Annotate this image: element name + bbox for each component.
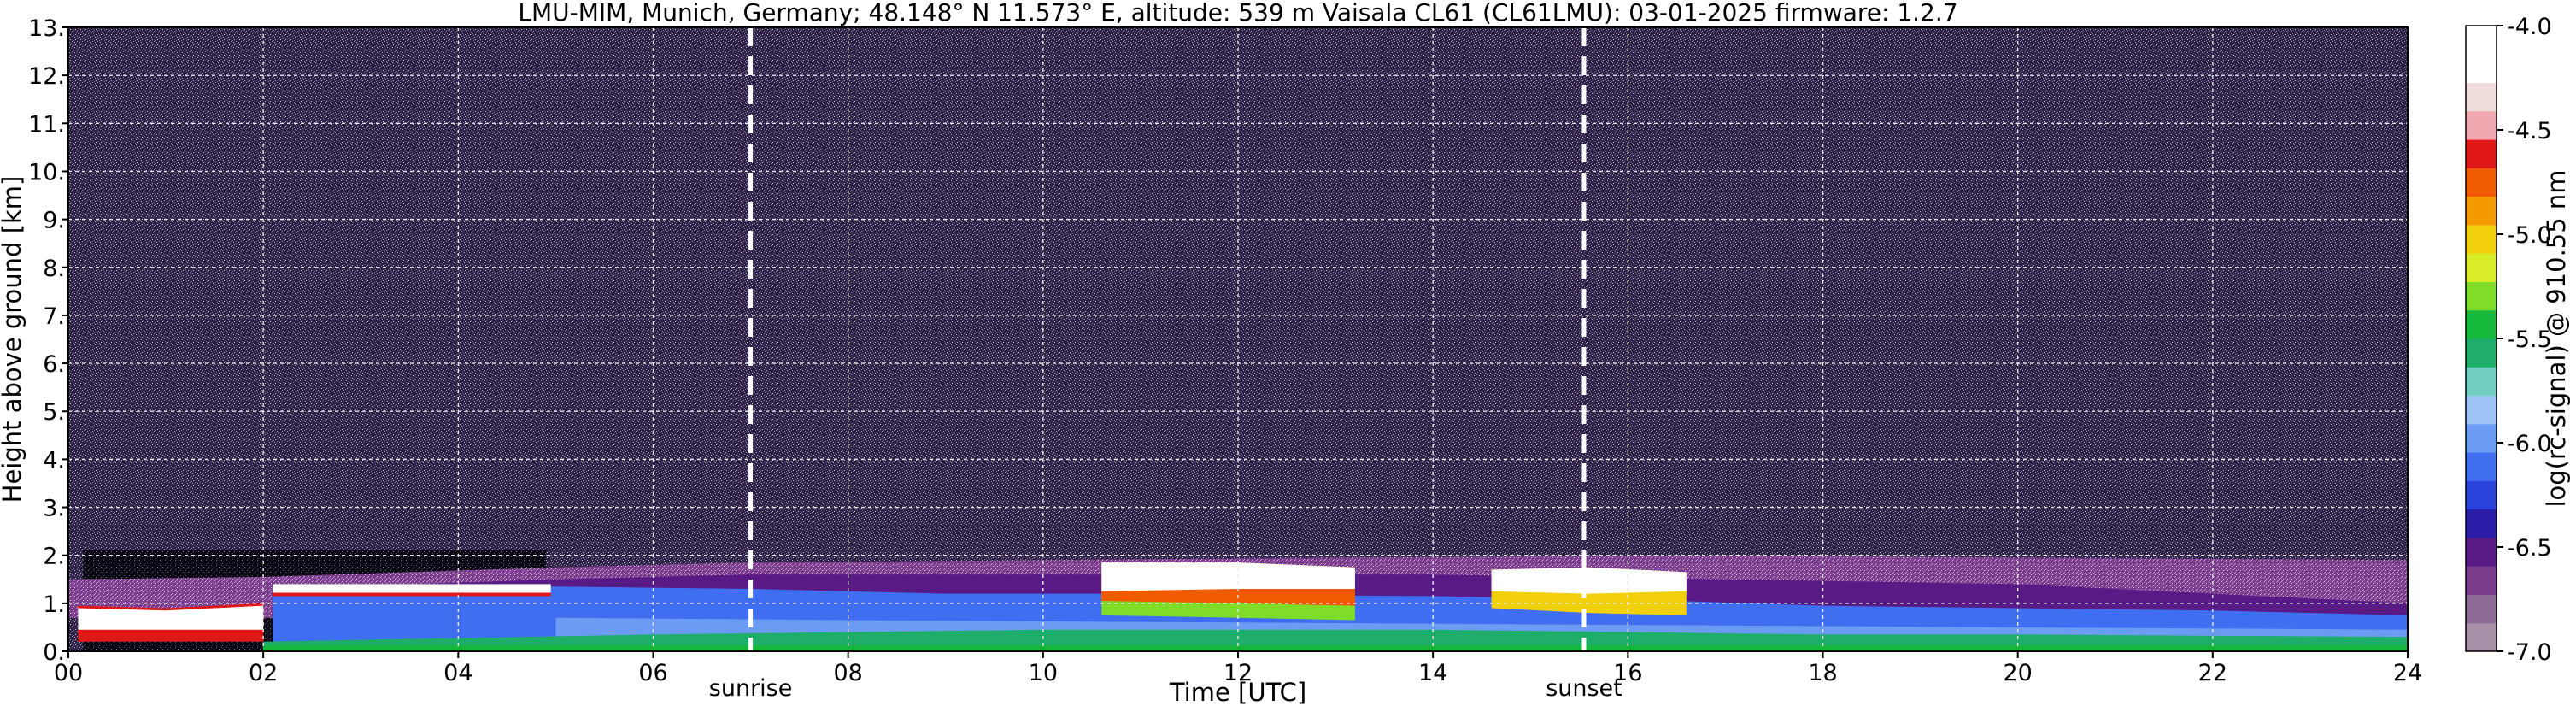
heatmap-area bbox=[68, 27, 2409, 651]
colorbar-swatch bbox=[2466, 537, 2497, 567]
colorbar-tick-label: -4.5 bbox=[2507, 118, 2552, 144]
y-tick-label: 5. bbox=[43, 399, 65, 426]
midday-cloud bbox=[1101, 562, 1355, 591]
x-tick-label: 00 bbox=[54, 660, 83, 686]
cloud-top-morning bbox=[273, 584, 551, 593]
y-axis-label: Height above ground [km] bbox=[0, 176, 26, 503]
colorbar-swatch bbox=[2466, 196, 2497, 226]
afternoon-cloud bbox=[1491, 567, 1687, 594]
colorbar-swatch bbox=[2466, 82, 2497, 112]
x-tick-label: 20 bbox=[2003, 660, 2032, 686]
x-axis-label: Time [UTC] bbox=[1169, 678, 1306, 706]
plot-title: LMU-MIM, Munich, Germany; 48.148° N 11.5… bbox=[518, 0, 1957, 26]
x-tick-label: 12 bbox=[1223, 660, 1253, 686]
x-tick-label: 06 bbox=[638, 660, 667, 686]
y-tick-label: 4. bbox=[43, 447, 65, 474]
colorbar-tick-label: -6.5 bbox=[2507, 535, 2552, 562]
colorbar-swatch bbox=[2466, 338, 2497, 368]
colorbar-swatch bbox=[2466, 594, 2497, 624]
colorbar: -7.0 -6.5 -6.0 -5.5 -5.0 -4.5 -4.0 bbox=[2465, 14, 2552, 666]
x-tick-label: 24 bbox=[2393, 660, 2422, 686]
colorbar-swatch bbox=[2466, 452, 2497, 481]
y-tick-label: 9. bbox=[43, 208, 65, 234]
y-axis-ticks: 0. 1. 2. 3. 4. 5. 6. 7. 8. 9. 10. 11. 12. 13. bbox=[28, 15, 68, 666]
x-tick-label: 02 bbox=[249, 660, 278, 686]
annotation-label-sunrise: sunrise bbox=[709, 675, 793, 702]
y-tick-label: 3. bbox=[43, 496, 65, 522]
colorbar-swatch bbox=[2466, 110, 2497, 140]
colorbar-swatch bbox=[2466, 224, 2497, 254]
x-tick-label: 18 bbox=[1808, 660, 1837, 686]
colorbar-swatch bbox=[2466, 168, 2497, 197]
colorbar-swatch bbox=[2466, 281, 2497, 311]
colorbar-swatch bbox=[2466, 309, 2497, 339]
x-tick-label: 14 bbox=[1418, 660, 1447, 686]
annotations: sunrise sunset bbox=[709, 27, 1622, 702]
colorbar-swatch bbox=[2466, 367, 2497, 397]
colorbar-label: log(rc-signal) @ 910.55 nm bbox=[2542, 169, 2571, 507]
y-tick-label: 7. bbox=[43, 303, 65, 330]
colorbar-tick-label: -7.0 bbox=[2507, 639, 2552, 666]
y-tick-label: 0. bbox=[43, 639, 65, 666]
early-cloud bbox=[78, 605, 264, 630]
x-tick-label: 08 bbox=[833, 660, 862, 686]
colorbar-swatch bbox=[2466, 54, 2497, 84]
y-tick-label: 13. bbox=[28, 15, 65, 42]
y-tick-label: 1. bbox=[43, 591, 65, 618]
x-tick-label: 10 bbox=[1029, 660, 1058, 686]
colorbar-swatch bbox=[2466, 26, 2497, 55]
colorbar-tick-label: -4.0 bbox=[2507, 14, 2552, 40]
colorbar-swatch bbox=[2466, 622, 2497, 652]
colorbar-tick-label: -5.5 bbox=[2507, 327, 2552, 353]
colorbar-swatch bbox=[2466, 395, 2497, 425]
colorbar-tick-label: -6.0 bbox=[2507, 431, 2552, 457]
colorbar-swatch bbox=[2466, 566, 2497, 595]
y-tick-label: 6. bbox=[43, 351, 65, 378]
y-tick-label: 8. bbox=[43, 256, 65, 282]
surface-layer-bottom bbox=[263, 645, 2408, 651]
x-tick-label: 22 bbox=[2198, 660, 2227, 686]
colorbar-swatch bbox=[2466, 139, 2497, 168]
x-axis-ticks: 00 02 04 06 08 10 12 14 16 18 20 22 24 bbox=[54, 651, 2422, 686]
grid bbox=[68, 27, 2408, 651]
cloud-top-morning-edge bbox=[273, 592, 551, 597]
x-tick-label: 16 bbox=[1613, 660, 1642, 686]
colorbar-swatch bbox=[2466, 480, 2497, 510]
y-tick-label: 2. bbox=[43, 544, 65, 570]
colorbar-swatch bbox=[2466, 423, 2497, 453]
colorbar-tick-label: -5.0 bbox=[2507, 222, 2552, 249]
y-tick-label: 11. bbox=[28, 111, 65, 138]
colorbar-swatch bbox=[2466, 253, 2497, 282]
annotation-label-sunset: sunset bbox=[1546, 675, 1622, 702]
y-tick-label: 12. bbox=[28, 63, 65, 90]
y-tick-label: 10. bbox=[28, 159, 65, 185]
x-tick-label: 04 bbox=[443, 660, 472, 686]
colorbar-swatch bbox=[2466, 509, 2497, 538]
